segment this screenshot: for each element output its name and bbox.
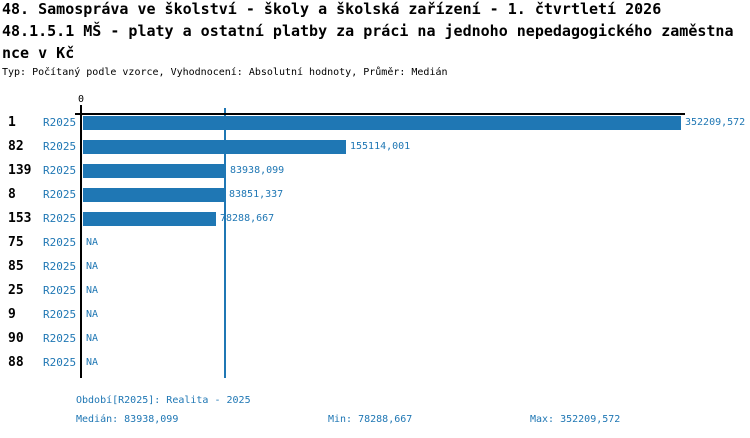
bar (83, 116, 681, 130)
value-label: NA (86, 261, 99, 272)
x-axis-origin-label: 0 (77, 94, 85, 105)
bar (83, 164, 226, 178)
bar (83, 140, 346, 154)
period-label: R2025 (43, 332, 77, 345)
value-label: NA (86, 237, 99, 248)
chart-row: 8 R2025 83851,337 (0, 188, 750, 202)
category-label: 8 (8, 187, 16, 202)
chart-row: 1 R2025 352209,572 (0, 116, 750, 130)
period-label: R2025 (43, 284, 77, 297)
value-label: NA (86, 357, 99, 368)
chart-row: 25 R2025 NA (0, 284, 750, 298)
category-label: 153 (8, 211, 32, 226)
category-label: 1 (8, 115, 16, 130)
value-label: 83938,099 (230, 165, 285, 176)
chart-row: 88 R2025 NA (0, 356, 750, 370)
footer-min-label: Min: 78288,667 (328, 414, 413, 425)
bar (83, 188, 225, 202)
period-label: R2025 (43, 164, 77, 177)
category-label: 88 (8, 355, 24, 370)
value-label: NA (86, 333, 99, 344)
value-label: NA (86, 309, 99, 320)
x-axis-line (75, 113, 685, 115)
category-label: 75 (8, 235, 24, 250)
value-label: 83851,337 (229, 189, 284, 200)
y-axis-line (80, 105, 82, 378)
page-title-line3: nce v Kč (2, 44, 75, 62)
chart-row: 139 R2025 83938,099 (0, 164, 750, 178)
period-label: R2025 (43, 188, 77, 201)
value-label: 78288,667 (220, 213, 275, 224)
period-label: R2025 (43, 356, 77, 369)
page-title-line1: 48. Samospráva ve školství - školy a ško… (2, 0, 662, 18)
category-label: 85 (8, 259, 24, 274)
chart-row: 75 R2025 NA (0, 236, 750, 250)
period-label: R2025 (43, 308, 77, 321)
median-line (224, 108, 226, 378)
period-label: R2025 (43, 212, 77, 225)
category-label: 9 (8, 307, 16, 322)
chart-meta-line: Typ: Počítaný podle vzorce, Vyhodnocení:… (2, 67, 448, 78)
chart-row: 9 R2025 NA (0, 308, 750, 322)
period-label: R2025 (43, 236, 77, 249)
period-label: R2025 (43, 260, 77, 273)
footer-median-label: Medián: 83938,099 (76, 414, 179, 425)
chart-row: 85 R2025 NA (0, 260, 750, 274)
page-title-line2: 48.1.5.1 MŠ - platy a ostatní platby za … (2, 22, 734, 40)
period-label: R2025 (43, 140, 77, 153)
chart-row: 82 R2025 155114,001 (0, 140, 750, 154)
category-label: 25 (8, 283, 24, 298)
value-label: 352209,572 (685, 117, 746, 128)
footer-period-label: Období[R2025]: Realita - 2025 (76, 395, 251, 406)
category-label: 82 (8, 139, 24, 154)
category-label: 90 (8, 331, 24, 346)
chart-row: 153 R2025 78288,667 (0, 212, 750, 226)
chart-row: 90 R2025 NA (0, 332, 750, 346)
footer-max-label: Max: 352209,572 (530, 414, 621, 425)
category-label: 139 (8, 163, 32, 178)
value-label: 155114,001 (350, 141, 411, 152)
value-label: NA (86, 285, 99, 296)
bar (83, 212, 216, 226)
period-label: R2025 (43, 116, 77, 129)
